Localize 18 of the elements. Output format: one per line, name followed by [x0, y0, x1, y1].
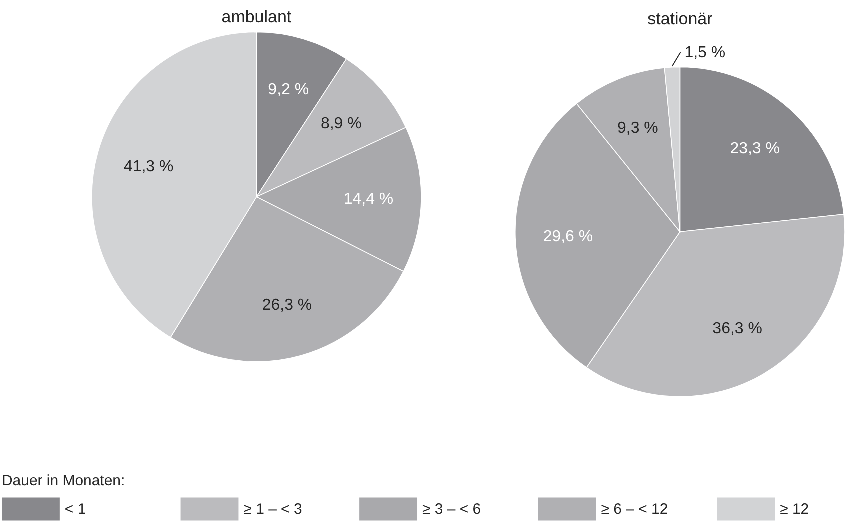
legend-label: ≥ 3 – < 6: [422, 501, 482, 518]
data-label: 9,2 %: [268, 82, 310, 99]
legend-label: ≥ 1 – < 3: [244, 501, 302, 518]
slice-label: ambulant: [222, 8, 292, 27]
data-label: 14,4 %: [344, 191, 394, 208]
data-label: 41,3 %: [124, 158, 174, 176]
data-label: 8,9 %: [320, 116, 362, 133]
data-label: 36,3 %: [712, 320, 762, 338]
legend-title: Dauer in Monaten:: [2, 472, 126, 490]
data-label: 26,3 %: [262, 296, 312, 314]
data-label: 1,5 %: [684, 44, 726, 62]
legend-label: ≥ 6 – < 12: [601, 501, 668, 518]
slice-label: stationär: [648, 9, 714, 28]
legend-label: < 1: [64, 501, 86, 518]
data-label: 9,3 %: [618, 120, 658, 138]
data-label: 29,6 %: [543, 228, 594, 246]
data-label: 23,3 %: [730, 140, 780, 158]
legend-label: ≥ 12: [780, 501, 810, 518]
